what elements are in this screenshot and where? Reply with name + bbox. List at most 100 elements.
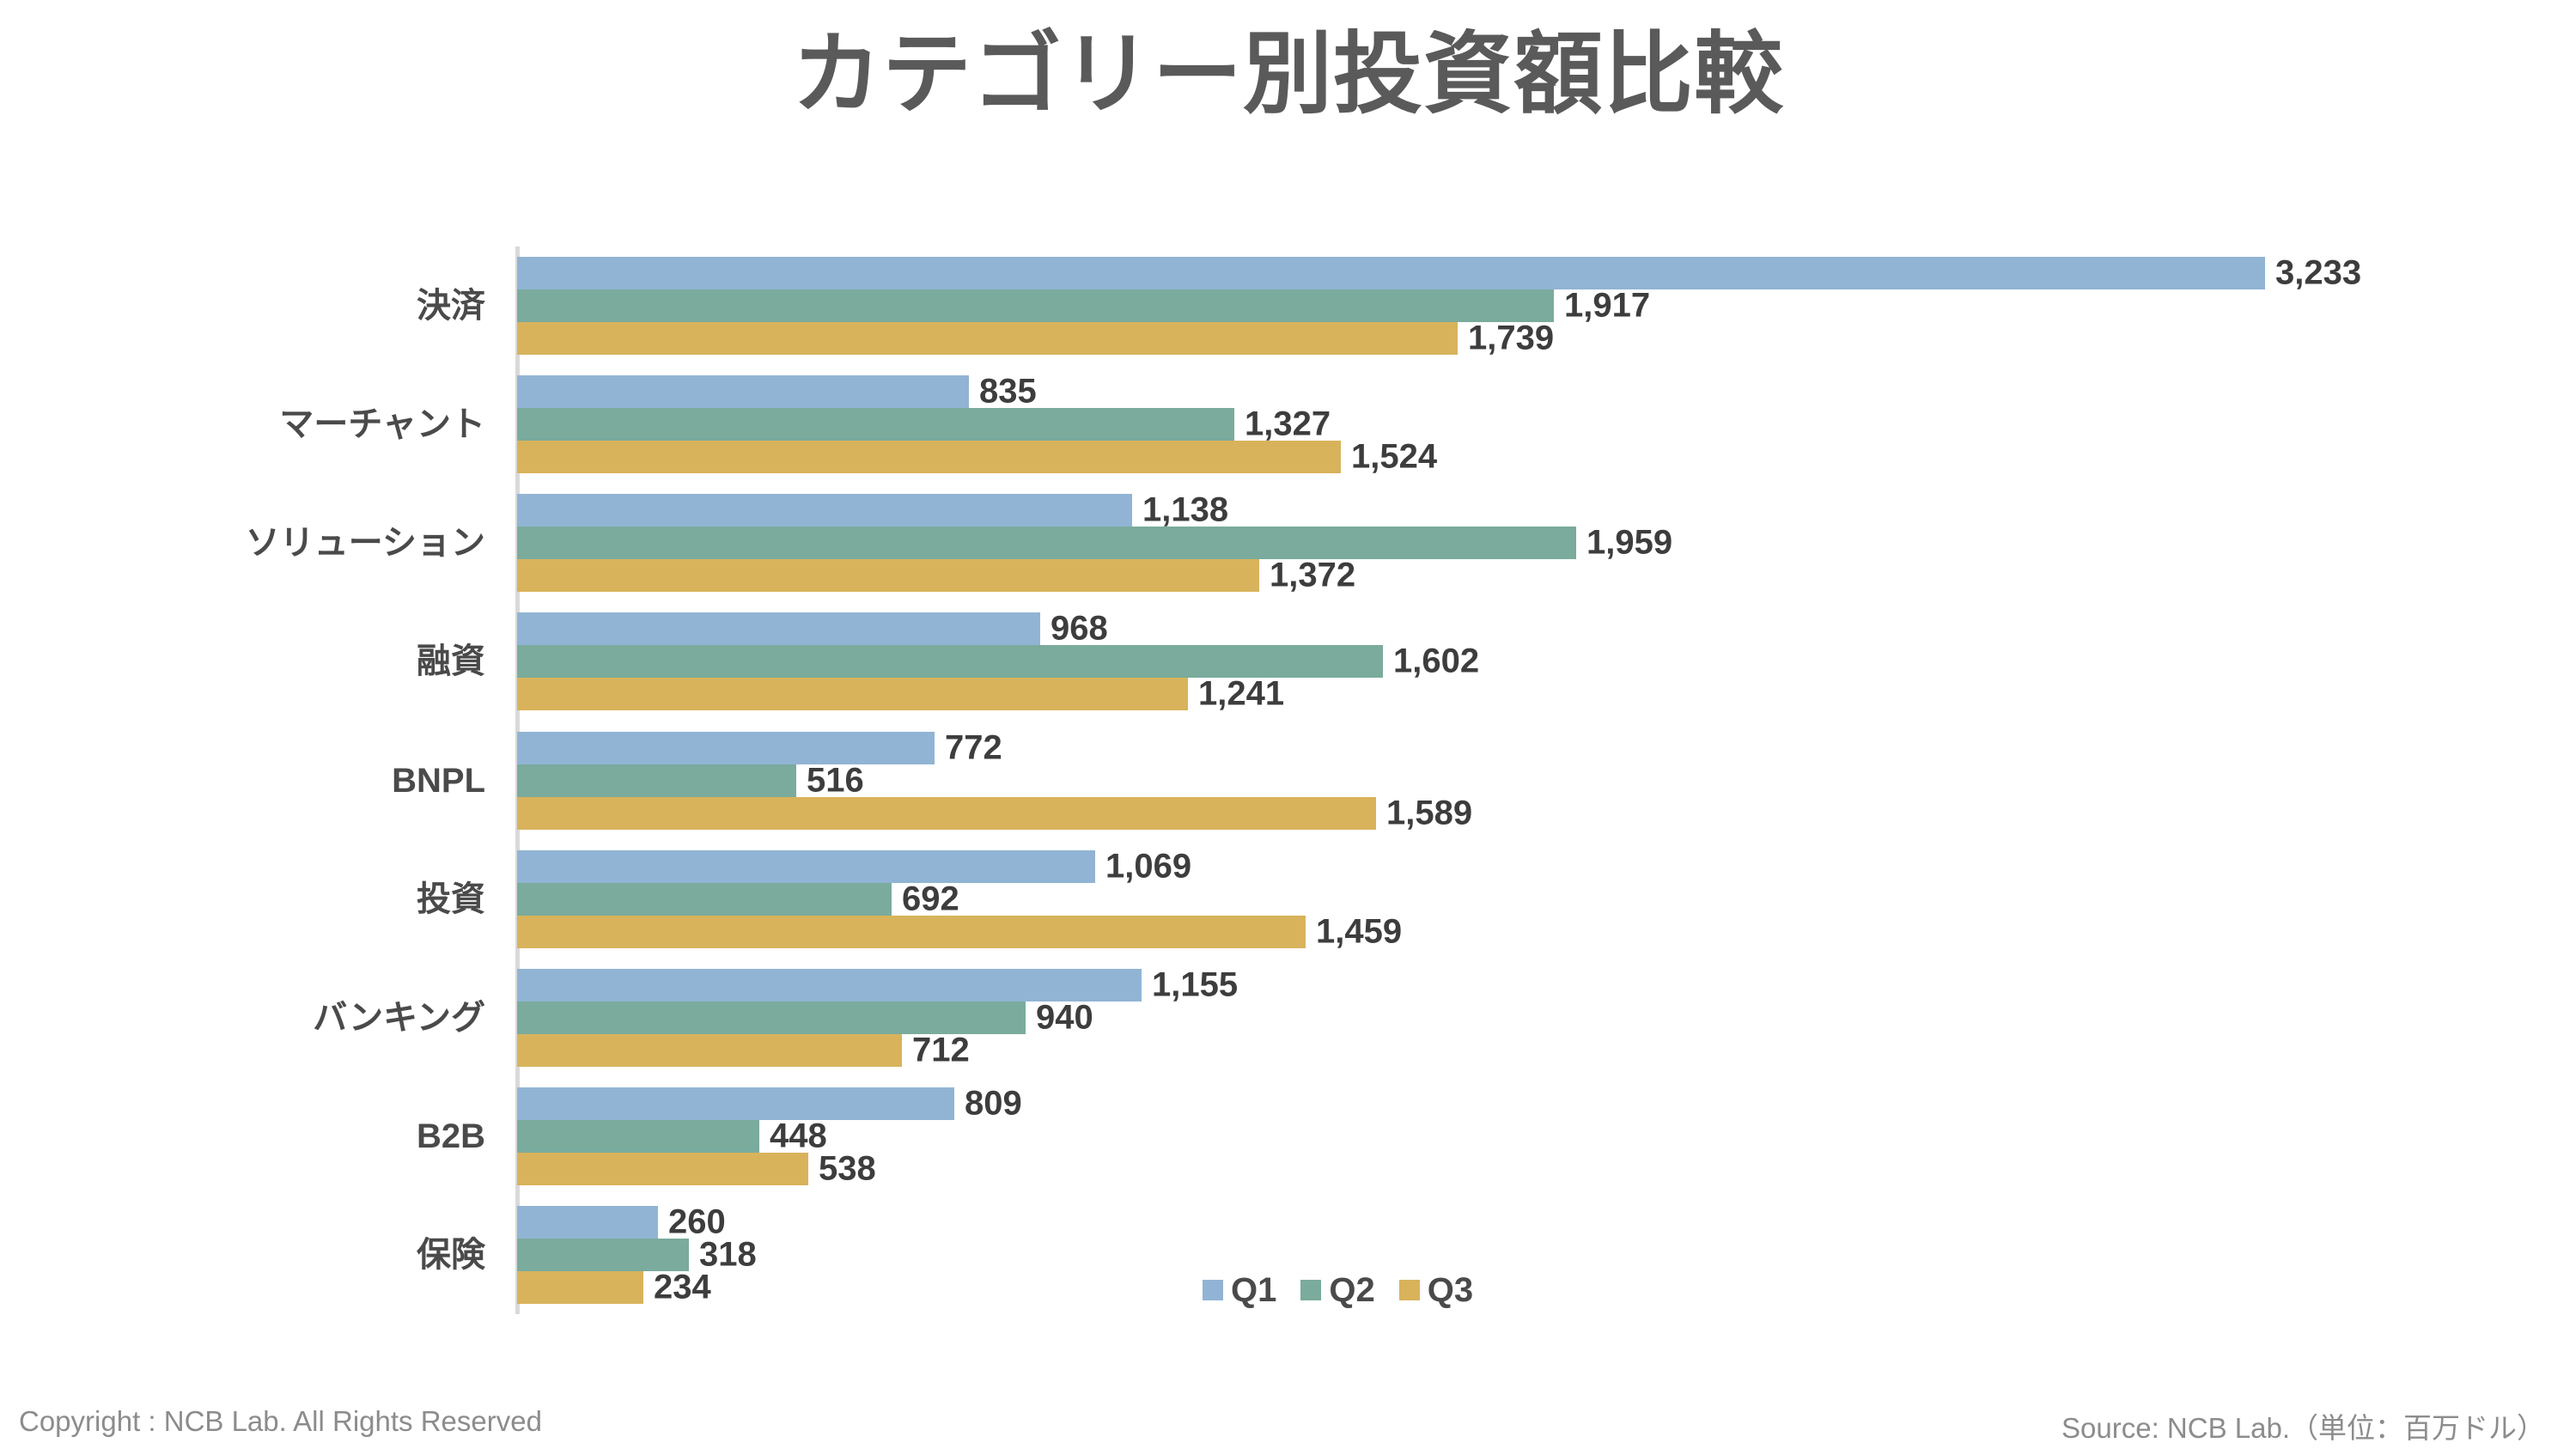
bar-value-label: 809 [965,1084,1022,1123]
bar-q1[interactable] [517,257,2265,290]
bar-row: 1,602 [517,642,2576,680]
category-axis-label: 投資 [417,880,485,918]
bar-value-label: 1,917 [1564,286,1651,325]
bar-row: 1,241 [517,675,2576,713]
bar-row: 968 [517,609,2576,648]
bar-q1[interactable] [517,731,935,764]
bar-row: 1,589 [517,794,2576,831]
category-group: BNPL 772 516 1,589 [0,728,2576,831]
page-title: カテゴリー別投資額比較 [791,25,1784,125]
bar-value-label: 968 [1050,609,1108,648]
category-group: 投資 1,069 692 1,459 [0,847,2576,950]
legend-item-q2[interactable]: Q2 [1300,1273,1375,1307]
bar-row: 692 [517,880,2576,918]
bar-row: 1,069 [517,847,2576,885]
bar-value-label: 692 [902,880,959,918]
bar-value-label: 712 [912,1031,970,1069]
bar-row: 1,739 [517,319,2576,357]
bar-q1[interactable] [517,375,969,409]
bar-q1[interactable] [517,1205,658,1239]
bar-q2[interactable] [517,527,1576,560]
bar-row: 1,959 [517,524,2576,562]
bar-q3[interactable] [517,559,1259,593]
category-axis-label: ソリューション [245,524,485,563]
bar-value-label: 516 [807,761,864,799]
category-group: 保険 260 318 234 [0,1202,2576,1306]
bar-q1[interactable] [517,494,1132,527]
bar-row: 1,459 [517,912,2576,950]
bar-q3[interactable] [517,915,1306,948]
bar-q2[interactable] [517,408,1234,441]
bar-value-label: 835 [979,372,1037,411]
bar-value-label: 448 [770,1117,827,1155]
bar-value-label: 260 [668,1202,726,1241]
category-group: バンキング 1,155 940 712 [0,965,2576,1069]
chart-plot-area: 決済 3,233 1,917 1,739 マーチャント 835 1,327 1,524 ソリュー… [0,247,2576,1314]
category-axis-label: 決済 [417,287,485,326]
bar-value-label: 1,602 [1393,642,1480,680]
bar-value-label: 940 [1036,998,1093,1037]
bar-q3[interactable] [517,322,1458,356]
bar-row: 234 [517,1268,2576,1306]
category-group: B2B 809 448 538 [0,1084,2576,1187]
bar-q3[interactable] [517,796,1376,830]
bar-row: 940 [517,998,2576,1036]
bar-q3[interactable] [517,678,1188,711]
bar-q2[interactable] [517,645,1383,679]
bar-q3[interactable] [517,441,1341,474]
bar-value-label: 234 [654,1268,711,1306]
bar-q1[interactable] [517,612,1040,646]
bar-q2[interactable] [517,882,892,916]
chart-legend: Q1 Q2 Q3 [1203,1273,1473,1307]
bar-q1[interactable] [517,968,1142,1002]
bar-q2[interactable] [517,764,796,797]
bar-value-label: 1,739 [1468,319,1555,357]
bar-q3[interactable] [517,1152,808,1185]
bar-q3[interactable] [517,1033,902,1067]
legend-swatch-icon [1300,1280,1322,1300]
bar-q2[interactable] [517,289,1554,323]
bar-row: 1,524 [517,438,2576,476]
footer-source: Source: NCB Lab.（単位：百万ドル） [2061,1412,2545,1444]
category-axis-label: B2B [416,1117,485,1155]
bar-value-label: 1,959 [1586,523,1673,562]
bar-row: 260 [517,1202,2576,1240]
bar-q1[interactable] [517,849,1095,883]
legend-label: Q1 [1231,1271,1277,1309]
bar-row: 538 [517,1149,2576,1187]
category-group: 決済 3,233 1,917 1,739 [0,253,2576,357]
bar-q1[interactable] [517,1087,954,1120]
bar-value-label: 772 [945,728,1002,766]
bar-row: 516 [517,761,2576,799]
bar-row: 1,372 [517,556,2576,594]
bar-row: 1,138 [517,490,2576,529]
legend-item-q1[interactable]: Q1 [1203,1273,1276,1307]
category-group: ソリューション 1,138 1,959 1,372 [0,490,2576,594]
bar-q2[interactable] [517,1238,689,1271]
bar-row: 1,327 [517,405,2576,443]
legend-label: Q3 [1427,1271,1474,1309]
category-axis-label: バンキング [313,998,485,1037]
bar-row: 712 [517,1031,2576,1069]
bar-q2[interactable] [517,1119,759,1153]
bar-q3[interactable] [517,1270,643,1304]
legend-item-q3[interactable]: Q3 [1398,1271,1474,1309]
bar-value-label: 1,155 [1152,965,1239,1004]
category-group: マーチャント 835 1,327 1,524 [0,372,2576,476]
bar-value-label: 1,327 [1245,405,1331,443]
category-axis-label: マーチャント [279,405,485,444]
category-axis-label: BNPL [392,761,485,800]
bar-q2[interactable] [517,1001,1026,1034]
bar-value-label: 1,589 [1386,794,1473,831]
legend-swatch-icon [1398,1280,1420,1300]
bar-row: 448 [517,1117,2576,1155]
bar-value-label: 1,138 [1142,490,1229,529]
bar-value-label: 538 [819,1149,876,1188]
bar-value-label: 1,372 [1270,556,1356,594]
bar-value-label: 1,459 [1316,912,1403,951]
bar-row: 772 [517,728,2576,766]
bar-value-label: 3,233 [2275,253,2362,292]
bar-value-label: 1,241 [1198,674,1285,713]
bar-value-label: 318 [699,1235,757,1274]
bar-row: 809 [517,1084,2576,1123]
